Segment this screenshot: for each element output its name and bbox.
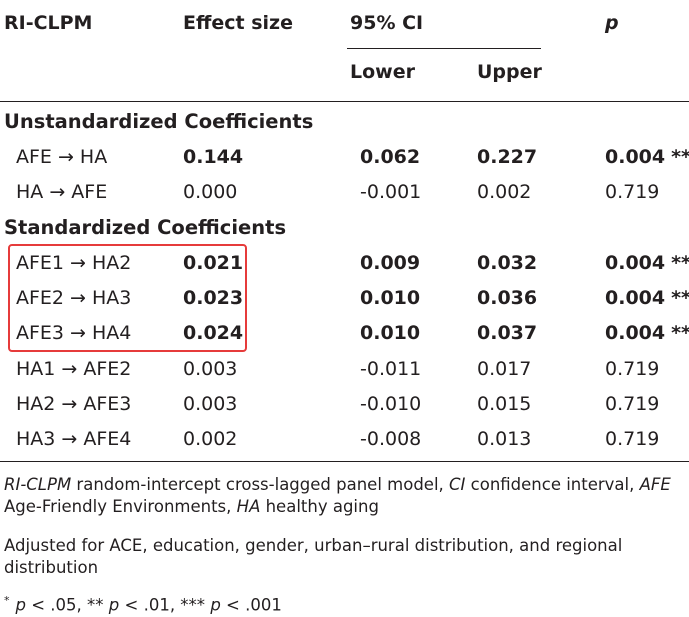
sig-fragment: p — [15, 595, 26, 615]
abbreviation-note: RI-CLPM random-intercept cross-lagged pa… — [4, 474, 688, 518]
row-effect-size: 0.021 — [183, 252, 244, 274]
highlight-box — [8, 244, 247, 352]
row-ci-upper: 0.013 — [477, 428, 532, 450]
row-path: HA2 → AFE3 — [16, 393, 132, 415]
row-path: AFE1 → HA2 — [16, 252, 132, 274]
row-ci-lower: 0.009 — [360, 252, 421, 274]
section-title: Standardized Coefficients — [4, 216, 287, 239]
row-effect-size: 0.144 — [183, 146, 244, 168]
row-p-value: 0.719 — [605, 358, 659, 380]
adjusted-note: Adjusted for ACE, education, gender, urb… — [4, 536, 623, 577]
sig-fragment: < .01, *** — [119, 595, 211, 615]
significance-stars: ** — [671, 287, 689, 309]
row-p-value: 0.004 ** — [605, 287, 689, 309]
p-value-text: 0.004 — [605, 287, 666, 309]
p-value-text: 0.719 — [605, 181, 660, 203]
row-path: HA3 → AFE4 — [16, 428, 132, 450]
row-ci-lower: 0.010 — [360, 322, 421, 344]
row-path: HA1 → AFE2 — [16, 358, 132, 380]
row-ci-upper: 0.036 — [477, 287, 538, 309]
sig-star: * — [4, 594, 10, 607]
header-effect-size: Effect size — [183, 12, 293, 34]
header-p: p — [605, 12, 619, 34]
sig-fragment: < .05, ** — [25, 595, 109, 615]
significance-stars: ** — [671, 252, 689, 274]
significance-stars: ** — [671, 322, 689, 344]
row-effect-size: 0.023 — [183, 287, 244, 309]
row-p-value: 0.719 — [605, 428, 659, 450]
row-effect-size: 0.000 — [183, 181, 238, 203]
p-value-text: 0.004 — [605, 252, 666, 274]
p-value-text: 0.004 — [605, 146, 666, 168]
row-p-value: 0.004 ** — [605, 252, 689, 274]
significance-note: * p < .05, ** p < .01, *** p < .001 — [4, 590, 688, 617]
note-fragment: HA — [236, 497, 261, 516]
row-p-value: 0.004 ** — [605, 322, 689, 344]
note-fragment: Age-Friendly Environments, — [4, 497, 237, 516]
note-fragment: AFE — [639, 475, 671, 494]
row-ci-upper: 0.017 — [477, 358, 532, 380]
row-ci-lower: 0.010 — [360, 287, 421, 309]
row-ci-lower: -0.008 — [360, 428, 422, 450]
p-value-text: 0.719 — [605, 428, 660, 450]
header-upper: Upper — [477, 61, 542, 83]
note-fragment: random-intercept cross-lagged panel mode… — [71, 475, 450, 494]
header-ci: 95% CI — [350, 12, 424, 34]
row-ci-upper: 0.037 — [477, 322, 538, 344]
sig-fragment: < .001 — [220, 595, 282, 615]
row-ci-lower: -0.001 — [360, 181, 422, 203]
row-p-value: 0.719 — [605, 181, 659, 203]
significance-stars: ** — [671, 146, 689, 168]
row-ci-upper: 0.002 — [477, 181, 532, 203]
table-bottom-rule — [0, 461, 689, 462]
ci-underline — [347, 48, 541, 49]
row-path: HA → AFE — [16, 181, 108, 203]
note-fragment: healthy aging — [260, 497, 379, 516]
section-title: Unstandardized Coefficients — [4, 110, 314, 133]
header-model: RI-CLPM — [4, 12, 93, 34]
row-ci-upper: 0.227 — [477, 146, 538, 168]
row-p-value: 0.004 ** — [605, 146, 689, 168]
row-ci-upper: 0.032 — [477, 252, 538, 274]
header-rule — [0, 101, 689, 102]
header-lower: Lower — [350, 61, 415, 83]
row-path: AFE → HA — [16, 146, 108, 168]
note-fragment: CI — [449, 475, 466, 494]
p-value-text: 0.719 — [605, 393, 660, 415]
row-p-value: 0.719 — [605, 393, 659, 415]
row-effect-size: 0.003 — [183, 358, 238, 380]
row-effect-size: 0.024 — [183, 322, 244, 344]
note-fragment: RI-CLPM — [4, 475, 72, 494]
row-ci-lower: -0.011 — [360, 358, 422, 380]
row-path: AFE2 → HA3 — [16, 287, 132, 309]
sig-fragment: p — [210, 595, 221, 615]
row-effect-size: 0.003 — [183, 393, 238, 415]
sig-fragment: p — [108, 595, 120, 615]
p-value-text: 0.719 — [605, 358, 660, 380]
note-fragment: confidence interval, — [465, 475, 640, 494]
row-effect-size: 0.002 — [183, 428, 238, 450]
row-ci-lower: -0.010 — [360, 393, 422, 415]
row-path: AFE3 → HA4 — [16, 322, 132, 344]
row-ci-upper: 0.015 — [477, 393, 532, 415]
p-value-text: 0.004 — [605, 322, 666, 344]
row-ci-lower: 0.062 — [360, 146, 421, 168]
